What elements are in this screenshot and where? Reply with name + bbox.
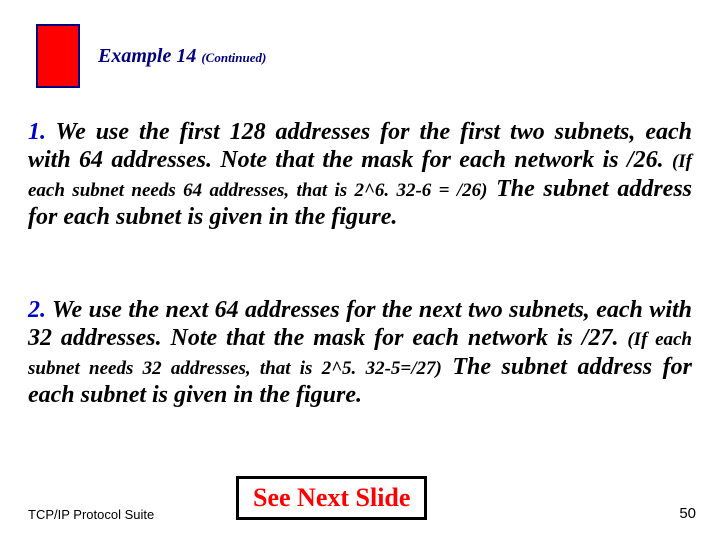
title-main: Example 14 xyxy=(98,45,196,67)
para2-number: 2. xyxy=(28,297,46,323)
slide-header: Example 14 (Continued) xyxy=(36,24,266,88)
title-continued: (Continued) xyxy=(201,50,266,65)
para1-number: 1. xyxy=(28,119,46,145)
see-next-text: See Next Slide xyxy=(253,483,410,512)
see-next-box: See Next Slide xyxy=(236,476,427,520)
example-title: Example 14 (Continued) xyxy=(98,45,266,68)
footer-left: TCP/IP Protocol Suite xyxy=(28,507,154,522)
para2-text-a: We use the next 64 addresses for the nex… xyxy=(28,297,692,351)
paragraph-1: 1. We use the first 128 addresses for th… xyxy=(28,118,692,231)
paragraph-2: 2. We use the next 64 addresses for the … xyxy=(28,296,692,409)
para1-text-a: We use the first 128 addresses for the f… xyxy=(28,119,692,173)
accent-box xyxy=(36,24,80,88)
page-number: 50 xyxy=(679,505,696,522)
